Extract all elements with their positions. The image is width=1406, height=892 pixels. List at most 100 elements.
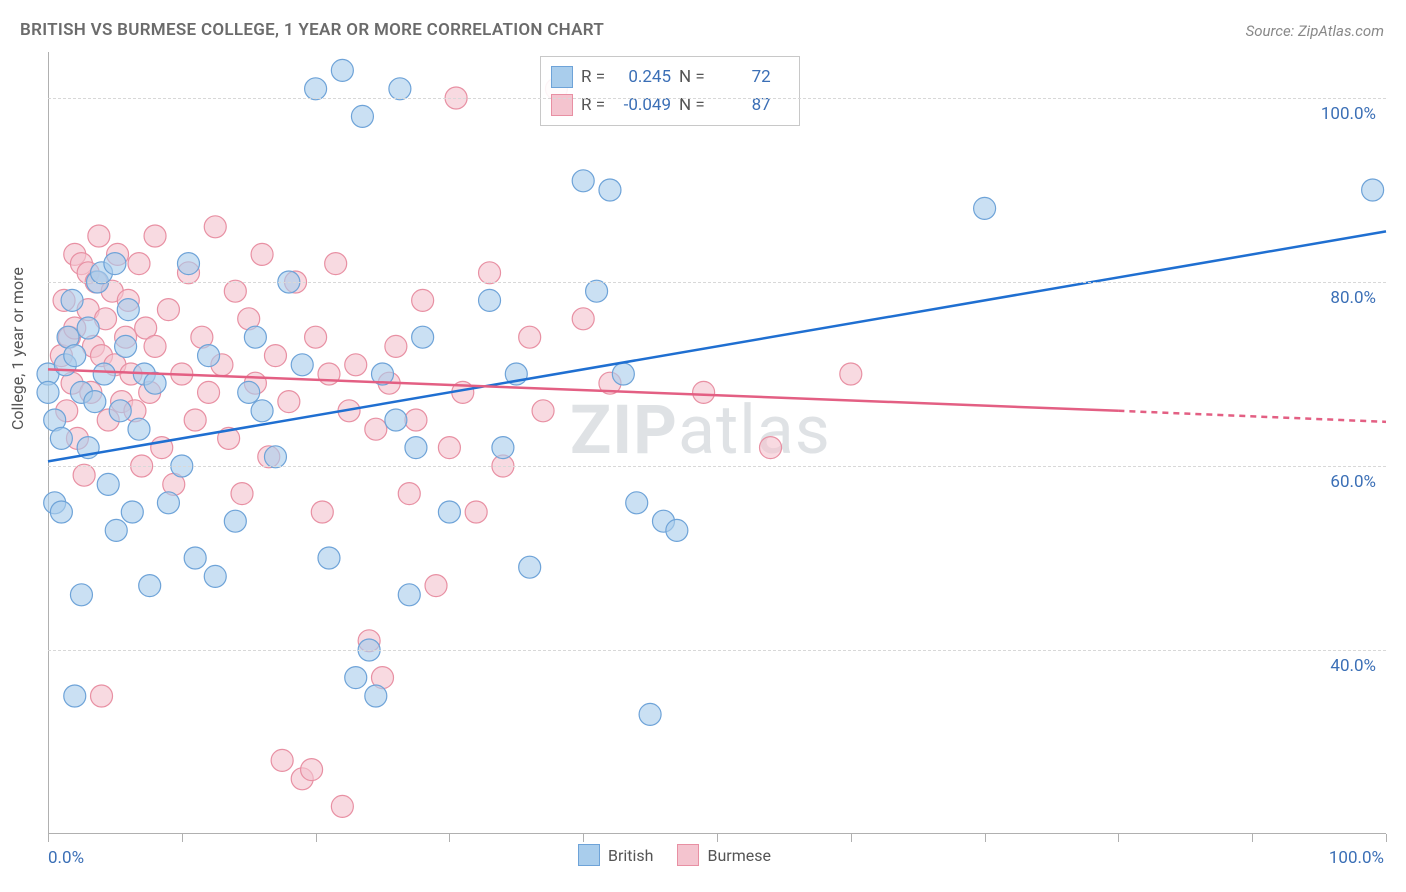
data-point [70,584,92,606]
x-tick [851,834,852,842]
data-point [198,345,220,367]
x-tick [1252,834,1253,842]
data-point [385,335,407,357]
data-point [492,437,514,459]
data-point [519,556,541,578]
x-tick [1386,834,1387,842]
source-attribution: Source: ZipAtlas.com [1246,22,1384,40]
data-point [365,685,387,707]
x-tick [985,834,986,842]
stats-row-british: R = 0.245 N = 72 [551,63,789,91]
data-point [64,345,86,367]
series-legend: British Burmese [578,844,771,866]
data-point [251,400,273,422]
data-point [244,326,266,348]
data-point [61,289,83,311]
data-point [331,795,353,817]
data-point [264,446,286,468]
data-point [760,437,782,459]
data-point [345,667,367,689]
data-point [305,78,327,100]
stats-row-burmese: R = -0.049 N = 87 [551,91,789,119]
y-tick-label: 40.0% [1330,656,1376,676]
data-point [311,501,333,523]
swatch-british [551,66,573,88]
data-point [144,372,166,394]
data-point [144,335,166,357]
data-point [465,501,487,523]
gridline [48,466,1386,467]
data-point [238,381,260,403]
data-point [73,464,95,486]
correlation-chart: BRITISH VS BURMESE COLLEGE, 1 YEAR OR MO… [0,0,1406,892]
x-tick [717,834,718,842]
data-point [519,326,541,348]
x-tick [1118,834,1119,842]
data-point [128,418,150,440]
data-point [37,381,59,403]
data-point [626,492,648,514]
data-point [599,179,621,201]
x-tick [316,834,317,842]
data-point [144,225,166,247]
data-point [204,565,226,587]
data-point [974,197,996,219]
stats-legend: R = 0.245 N = 72 R = -0.049 N = 87 [540,56,800,126]
data-point [109,400,131,422]
x-tick [48,834,49,842]
data-point [264,345,286,367]
data-point [345,354,367,376]
x-tick-label: 0.0% [48,848,84,868]
data-point [204,216,226,238]
chart-title: BRITISH VS BURMESE COLLEGE, 1 YEAR OR MO… [20,20,604,40]
trend-line [1118,411,1386,422]
data-point [479,262,501,284]
data-point [389,78,411,100]
data-point [318,547,340,569]
data-point [572,308,594,330]
x-tick-label: 100.0% [1329,848,1384,868]
data-point [115,335,137,357]
data-point [77,317,99,339]
data-point [128,253,150,275]
data-point [224,510,246,532]
x-tick [449,834,450,842]
data-point [398,483,420,505]
data-point [305,326,327,348]
data-point [301,759,323,781]
y-axis-label: College, 1 year or more [8,267,27,430]
data-point [184,547,206,569]
data-point [104,253,126,275]
data-point [291,354,313,376]
data-point [157,299,179,321]
y-tick-label: 80.0% [1330,288,1376,308]
data-point [91,685,113,707]
data-point [666,519,688,541]
y-tick-label: 60.0% [1330,472,1376,492]
data-point [93,363,115,385]
data-point [231,483,253,505]
data-point [412,289,434,311]
data-point [412,326,434,348]
data-point [88,225,110,247]
y-tick-label: 100.0% [1321,104,1376,124]
data-point [365,418,387,440]
data-point [425,575,447,597]
data-point [398,584,420,606]
data-point [532,400,554,422]
data-point [198,381,220,403]
data-point [50,501,72,523]
data-point [385,409,407,431]
legend-item-british: British [578,844,653,866]
data-point [405,409,427,431]
data-point [157,492,179,514]
gridline [48,98,1386,99]
data-point [1362,179,1384,201]
data-point [351,105,373,127]
data-point [271,749,293,771]
swatch-burmese-icon [677,844,699,866]
legend-item-burmese: Burmese [677,844,770,866]
data-point [572,170,594,192]
data-point [50,427,72,449]
data-point [117,299,139,321]
